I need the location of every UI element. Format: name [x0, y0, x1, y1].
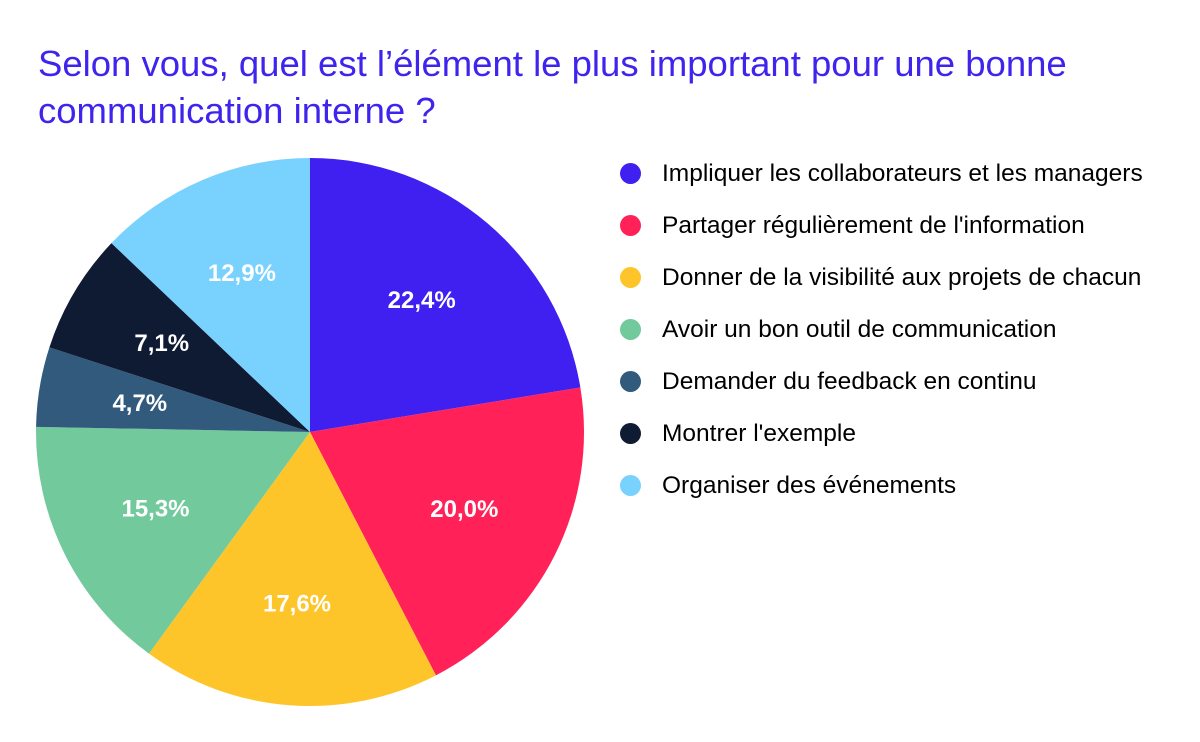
- slice-value-label: 22,4%: [388, 287, 456, 314]
- legend-item: Avoir un bon outil de communication: [620, 312, 1180, 347]
- pie-slice: [36, 347, 311, 432]
- chart-title: Selon vous, quel est l’élément le plus i…: [38, 43, 1067, 131]
- legend-label: Organiser des événements: [662, 472, 957, 499]
- legend-item: Partager régulièrement de l'information: [620, 208, 1180, 243]
- legend-swatch: [620, 319, 641, 340]
- legend-item: Organiser des événements: [620, 468, 1180, 503]
- legend-item: Impliquer les collaborateurs et les mana…: [620, 156, 1180, 191]
- legend-swatch: [620, 371, 641, 392]
- legend-swatch: [620, 215, 641, 236]
- pie-slice: [111, 158, 310, 432]
- pie-chart: 22,4% 20,0% 17,6% 15,3% 4,7% 7,1% 12,9%: [36, 158, 584, 706]
- legend-item: Montrer l'exemple: [620, 416, 1180, 451]
- legend-label: Impliquer les collaborateurs et les mana…: [662, 160, 1143, 187]
- legend-swatch: [620, 267, 641, 288]
- pie-slice: [49, 243, 310, 432]
- pie-slice: [310, 387, 584, 676]
- slice-value-label: 17,6%: [263, 591, 331, 618]
- legend-item: Donner de la visibilité aux projets de c…: [620, 260, 1180, 295]
- chart-legend: Impliquer les collaborateurs et les mana…: [620, 156, 1180, 520]
- pie-slice: [36, 426, 310, 654]
- slice-value-label: 4,7%: [112, 390, 167, 417]
- slice-value-label: 7,1%: [134, 330, 189, 357]
- legend-label: Demander du feedback en continu: [662, 368, 1037, 395]
- legend-label: Montrer l'exemple: [662, 420, 856, 447]
- legend-swatch: [620, 163, 641, 184]
- legend-swatch: [620, 475, 641, 496]
- slice-value-label: 12,9%: [208, 260, 276, 287]
- legend-label: Donner de la visibilité aux projets de c…: [662, 264, 1142, 291]
- slice-value-label: 15,3%: [121, 495, 189, 522]
- legend-label: Partager régulièrement de l'information: [662, 212, 1085, 239]
- pie-slice: [310, 158, 581, 432]
- pie-slice: [148, 432, 436, 706]
- legend-swatch: [620, 423, 641, 444]
- legend-item: Demander du feedback en continu: [620, 364, 1180, 399]
- slice-value-label: 20,0%: [430, 496, 498, 523]
- legend-label: Avoir un bon outil de communication: [662, 316, 1057, 343]
